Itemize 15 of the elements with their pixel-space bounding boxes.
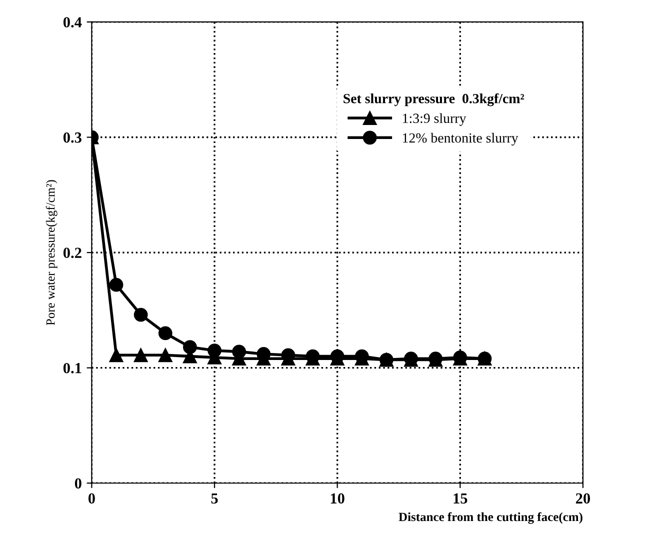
- y-tick-label: 0.1: [63, 362, 82, 374]
- x-tick-label: 15: [454, 493, 468, 504]
- legend-title: Set slurry pressure 0.3kgf/cm²: [344, 93, 524, 106]
- x-tick-label: 5: [211, 493, 218, 504]
- y-tick-label: 0: [74, 478, 82, 489]
- y-tick-label: 0.4: [63, 17, 82, 28]
- legend-label: 12% bentonite slurry: [403, 132, 518, 146]
- y-tick-label: 0.3: [63, 132, 82, 143]
- x-tick-label: 20: [576, 493, 590, 504]
- x-axis-title: Distance from the cutting face(cm): [398, 512, 582, 524]
- y-tick-label: 0.2: [63, 248, 82, 258]
- legend-label: 1:3:9 slurry: [403, 113, 466, 126]
- x-tick-label: 0: [88, 493, 95, 504]
- x-tick-label: 10: [330, 493, 344, 504]
- y-axis-title: Pore water pressure(kgf/cm²): [46, 180, 58, 326]
